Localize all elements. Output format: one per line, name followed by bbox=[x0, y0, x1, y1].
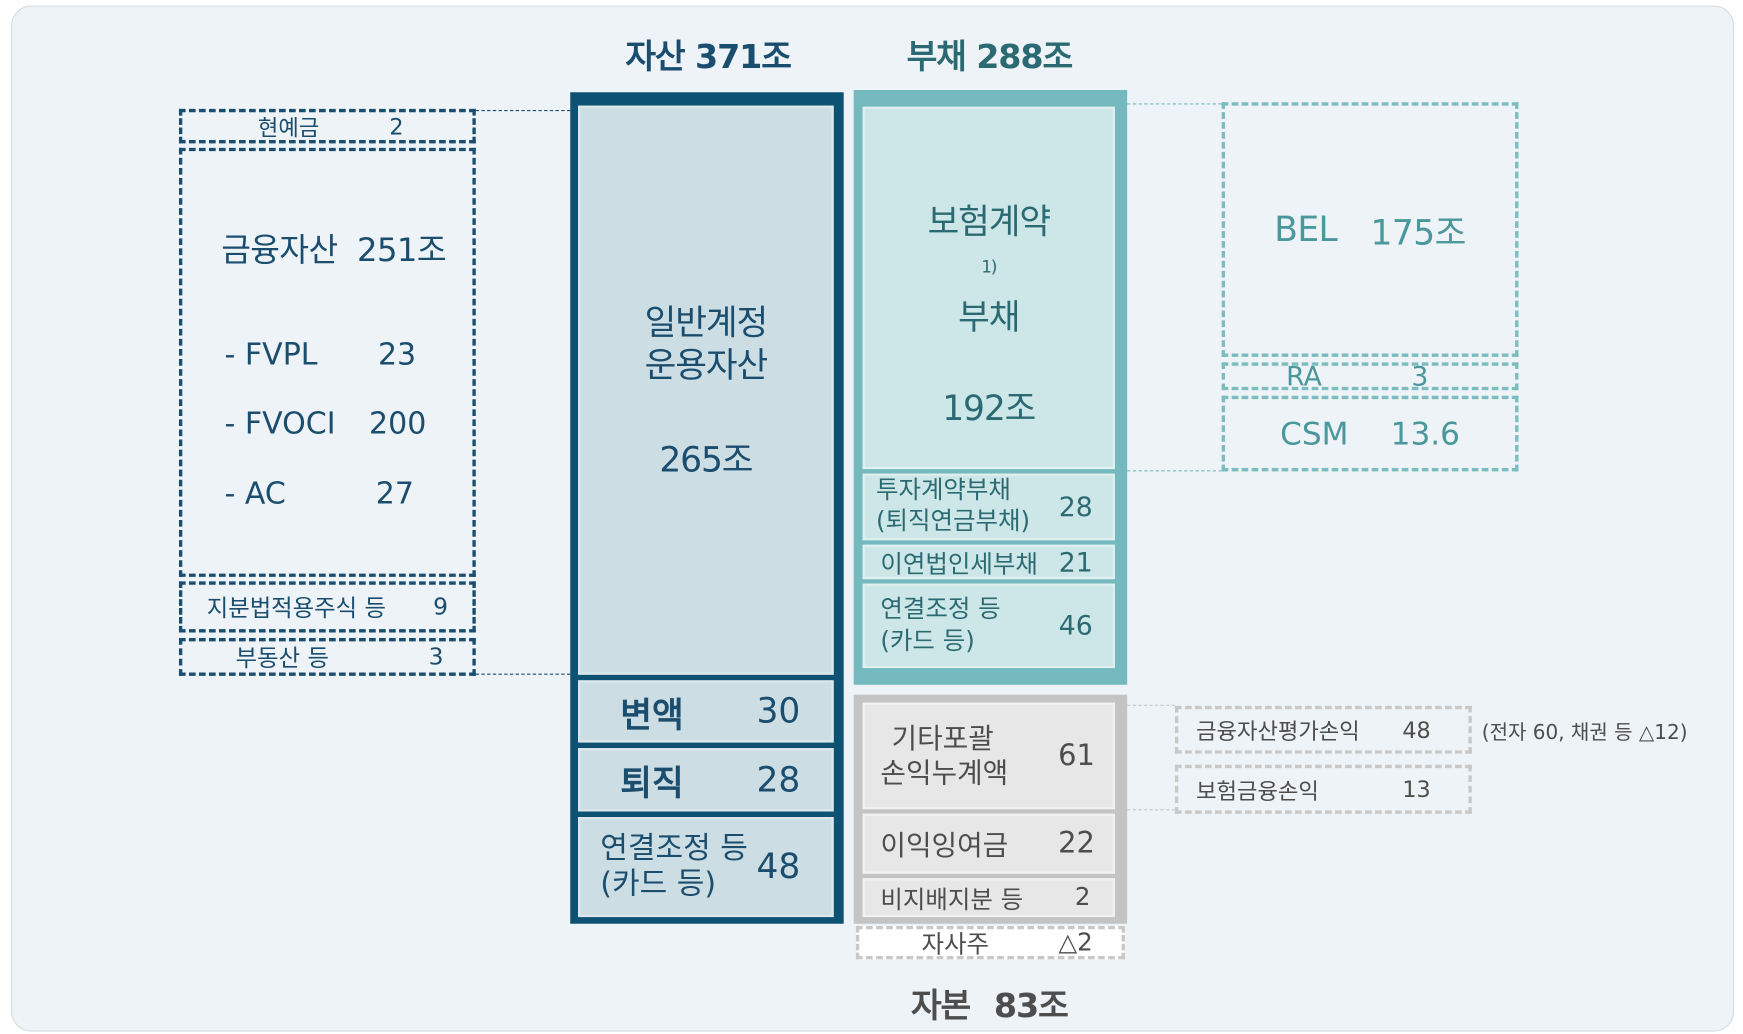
liability-item-label: 연결조정 등 bbox=[880, 595, 1001, 624]
connector bbox=[475, 110, 571, 112]
equity-item-label: 비지배지분 등 bbox=[880, 886, 1024, 915]
detail-sub-label: - FVPL bbox=[224, 337, 318, 373]
detail-box: 지분법적용주식 등 9 bbox=[178, 581, 476, 633]
liability-item-value: 21 bbox=[1058, 546, 1093, 578]
detail-value: 48 bbox=[1402, 716, 1431, 744]
detail-label: 보험금융손익 bbox=[1196, 777, 1319, 805]
equity-value: 83조 bbox=[993, 987, 1069, 1027]
equity-item-box: 이익잉여금 22 bbox=[862, 813, 1115, 874]
detail-value: 9 bbox=[433, 593, 448, 621]
connector bbox=[1127, 704, 1175, 706]
detail-label: BEL bbox=[1274, 209, 1338, 250]
connector bbox=[1127, 809, 1175, 811]
detail-sub-label: - AC bbox=[224, 476, 286, 512]
liability-item-label: (카드 등) bbox=[880, 628, 975, 656]
detail-box: 금융자산평가손익 48 bbox=[1174, 705, 1472, 754]
detail-box: 부동산 등 3 bbox=[178, 638, 476, 676]
detail-label: 지분법적용주식 등 bbox=[206, 594, 387, 622]
equity-item-label: 기타포괄 bbox=[891, 722, 994, 755]
equity-item-value: 2 bbox=[1074, 883, 1091, 912]
detail-label: CSM bbox=[1280, 415, 1349, 452]
detail-box: 보험금융손익 13 bbox=[1174, 764, 1472, 814]
equity-title: 자본 83조 bbox=[845, 978, 1134, 1027]
detail-value: 13.6 bbox=[1390, 415, 1460, 452]
detail-value: 175조 bbox=[1370, 213, 1467, 254]
detail-label: 현예금 bbox=[257, 114, 320, 142]
treasury-label: 자사주 bbox=[921, 931, 990, 960]
liability-item-value: 28 bbox=[1058, 491, 1093, 523]
detail-box: CSM 13.6 bbox=[1221, 395, 1519, 472]
detail-label: 금융자산 bbox=[221, 231, 338, 270]
liabilities-title: 부채 288조 bbox=[906, 37, 1074, 77]
asset-item-value: 28 bbox=[756, 759, 801, 800]
detail-box: RA 3 bbox=[1221, 360, 1519, 392]
liability-item-box: 연결조정 등 (카드 등) 46 bbox=[862, 583, 1115, 669]
equity-label: 자본 bbox=[910, 987, 971, 1027]
connector bbox=[1127, 103, 1222, 105]
detail-label: 부동산 등 bbox=[235, 644, 329, 672]
equity-item-box: 기타포괄 손익누계액 61 bbox=[862, 702, 1115, 810]
asset-item-label: 변액 bbox=[620, 695, 684, 736]
liability-item-label: 투자계약부채 bbox=[875, 476, 1011, 505]
detail-sub-label: - FVOCI bbox=[224, 406, 336, 442]
connector bbox=[1127, 470, 1222, 472]
insurance-value: 192조 bbox=[942, 389, 1036, 430]
insurance-label: 보험계약 bbox=[927, 202, 1051, 243]
detail-label: RA bbox=[1286, 360, 1322, 392]
liability-item-label: (퇴직연금부채) bbox=[875, 508, 1031, 536]
detail-label: 금융자산평가손익 bbox=[1196, 718, 1360, 745]
general-value: 265조 bbox=[659, 440, 753, 481]
general-label: 일반계정 bbox=[644, 303, 768, 344]
equity-item-value: 61 bbox=[1058, 739, 1095, 773]
equity-item-value: 22 bbox=[1058, 827, 1095, 861]
asset-item-value: 48 bbox=[756, 847, 801, 888]
detail-value: 3 bbox=[428, 643, 444, 671]
asset-item-box: 변액 30 bbox=[578, 680, 834, 743]
equity-item-label: 손익누계액 bbox=[880, 756, 1009, 790]
treasury-value: △2 bbox=[1058, 928, 1093, 957]
detail-box: BEL 175조 bbox=[1221, 102, 1519, 357]
insurance-box: 보험계약 1) 부채 192조 bbox=[862, 106, 1115, 470]
detail-box: 금융자산 251조 - FVPL 23 - FVOCI 200 - AC 27 bbox=[178, 147, 476, 577]
detail-value: 3 bbox=[1411, 360, 1429, 392]
asset-item-box: 연결조정 등 (카드 등) 48 bbox=[578, 817, 834, 918]
liability-item-value: 46 bbox=[1058, 610, 1093, 642]
detail-box: 현예금 2 bbox=[178, 108, 476, 144]
asset-item-value: 30 bbox=[756, 691, 801, 732]
detail-sub-value: 27 bbox=[375, 476, 414, 512]
footnote-mark: 1) bbox=[981, 256, 997, 277]
asset-item-label: (카드 등) bbox=[600, 867, 717, 902]
general-label: 운용자산 bbox=[644, 345, 768, 386]
asset-item-box: 퇴직 28 bbox=[578, 748, 834, 812]
assets-title: 자산 371조 bbox=[625, 37, 792, 77]
treasury-box: 자사주 △2 bbox=[855, 925, 1125, 960]
detail-value: 2 bbox=[389, 112, 404, 140]
detail-label: 금융자산 251조 bbox=[221, 225, 446, 272]
detail-sub-value: 23 bbox=[377, 337, 417, 373]
detail-note: (전자 60, 채권 등 △12) bbox=[1481, 721, 1688, 745]
liability-item-box: 이연법인세부채 21 bbox=[862, 544, 1115, 580]
asset-item-label: 연결조정 등 bbox=[600, 831, 748, 866]
liability-item-box: 투자계약부채 (퇴직연금부채) 28 bbox=[862, 473, 1115, 541]
detail-sub-value: 200 bbox=[369, 406, 427, 442]
equity-item-box: 비지배지분 등 2 bbox=[862, 878, 1115, 918]
insurance-label: 부채 bbox=[958, 298, 1020, 339]
liability-item-label: 이연법인세부채 bbox=[880, 550, 1038, 579]
detail-value: 13 bbox=[1402, 775, 1431, 803]
general-account-box: 일반계정 운용자산 265조 bbox=[578, 105, 834, 675]
asset-item-label: 퇴직 bbox=[620, 763, 684, 804]
detail-value: 251조 bbox=[357, 231, 447, 270]
equity-item-label: 이익잉여금 bbox=[880, 829, 1009, 862]
connector bbox=[475, 673, 571, 675]
